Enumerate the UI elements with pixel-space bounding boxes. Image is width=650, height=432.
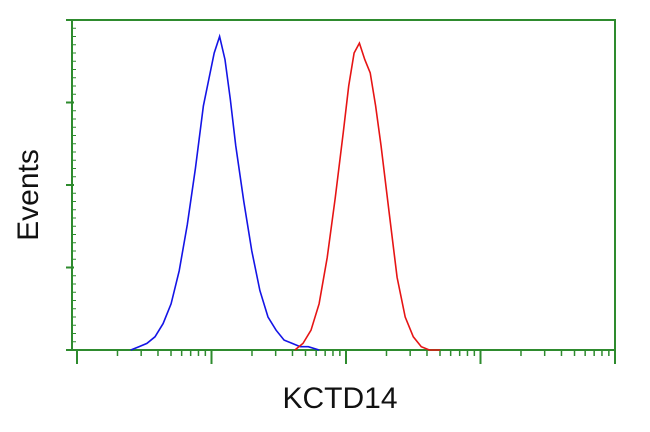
- x-axis-label: KCTD14: [282, 382, 397, 415]
- histogram-line: [130, 33, 320, 351]
- histogram-line: [294, 41, 441, 351]
- y-axis-label: Events: [12, 149, 45, 241]
- plot-frame: [71, 19, 616, 351]
